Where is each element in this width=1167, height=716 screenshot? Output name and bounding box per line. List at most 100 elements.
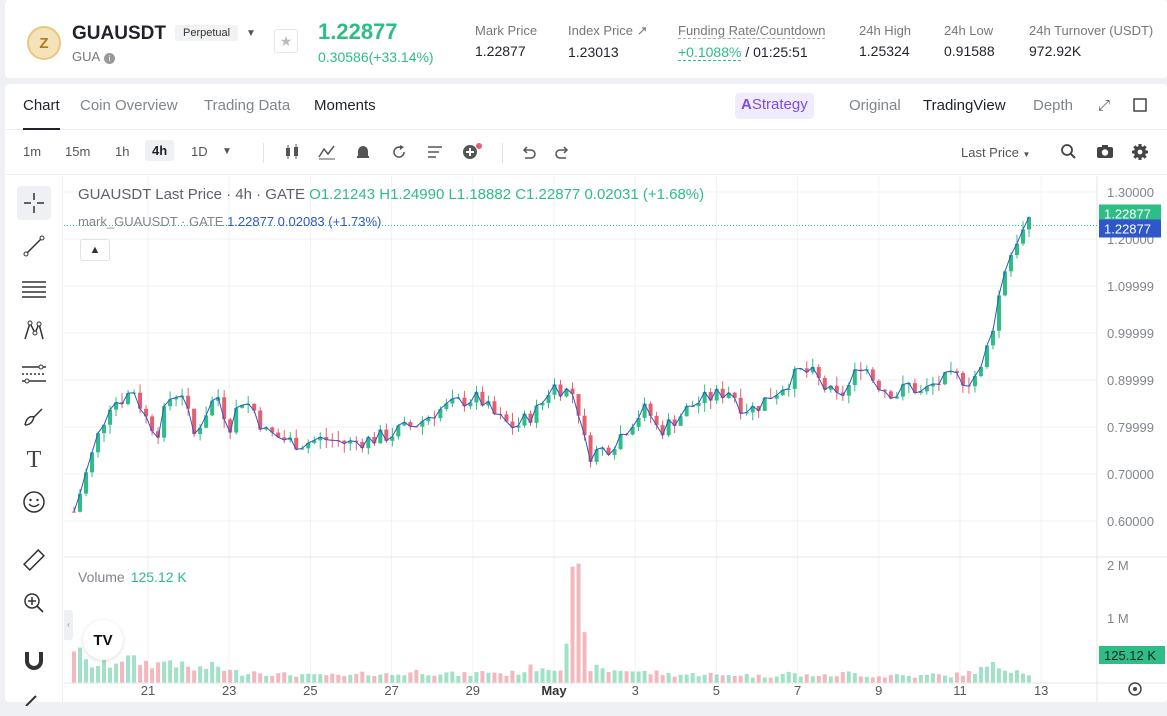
- stat-index-price[interactable]: Index Price ↗ 1.23013: [568, 23, 648, 60]
- zoom-in-icon[interactable]: [17, 586, 51, 620]
- candle-body: [312, 440, 317, 443]
- timeframe-4h[interactable]: 4h: [145, 140, 175, 161]
- timeframe-15m[interactable]: 15m: [65, 144, 91, 159]
- brush-icon[interactable]: [17, 400, 51, 434]
- timeframe-1m[interactable]: 1m: [23, 144, 42, 159]
- candle-body: [582, 415, 587, 436]
- expand-icon[interactable]: ⤢: [1097, 97, 1110, 114]
- candle-body: [960, 373, 965, 386]
- ruler-icon[interactable]: [17, 543, 51, 577]
- favorite-star-icon[interactable]: ★: [274, 29, 298, 53]
- text-tool-icon[interactable]: T: [26, 446, 42, 473]
- volume-bar: [738, 675, 743, 683]
- horizontal-lines-icon[interactable]: [17, 272, 51, 306]
- candle-body: [204, 415, 209, 428]
- volume-bar: [582, 632, 587, 683]
- volume-legend: Volume 125.12 K: [78, 569, 187, 585]
- stat-label[interactable]: Funding Rate/Countdown: [678, 23, 826, 39]
- candle-body: [630, 426, 635, 435]
- volume-bar: [72, 651, 76, 683]
- candle-body: [930, 383, 935, 387]
- tab-chart[interactable]: Chart: [13, 97, 70, 130]
- volume-bar: [972, 674, 977, 683]
- volume-bar: [828, 676, 833, 683]
- search-icon[interactable]: [1059, 142, 1079, 162]
- candle-body: [228, 419, 233, 433]
- volume-bar: [798, 676, 803, 683]
- volume-bar: [930, 673, 935, 683]
- volume-bar: [282, 672, 287, 683]
- volume-bar: [108, 667, 113, 683]
- contract-type-badge: Perpetual: [175, 25, 239, 41]
- crosshair-icon[interactable]: [17, 186, 51, 220]
- last-price-tag-label: 1.22877: [1104, 206, 1151, 221]
- strategy-button[interactable]: AStrategy: [735, 93, 814, 119]
- volume-bar: [726, 675, 731, 683]
- candle-body: [948, 371, 953, 373]
- volume-bar: [954, 672, 959, 683]
- tab-trading-data[interactable]: Trading Data: [204, 97, 291, 114]
- tab-depth[interactable]: Depth: [1033, 97, 1074, 114]
- tab-coin-overview[interactable]: Coin Overview: [80, 97, 178, 114]
- price-chart[interactable]: 1.30000 1.20000 1.09999 0.99999 0.89999 0.799…: [64, 176, 1167, 702]
- undo-icon[interactable]: [518, 142, 538, 162]
- collapse-legend-button[interactable]: ▲: [80, 239, 110, 261]
- alert-icon[interactable]: [353, 142, 373, 162]
- x-tick-label: 21: [141, 683, 155, 698]
- candle-body: [816, 367, 821, 378]
- funding-rate-value: +0.1088%: [678, 44, 742, 61]
- tab-moments[interactable]: Moments: [314, 97, 376, 114]
- redo-icon[interactable]: [553, 142, 573, 162]
- volume-bar: [336, 674, 341, 683]
- emoji-icon[interactable]: [17, 485, 51, 519]
- volume-bar: [714, 674, 719, 683]
- window-icon[interactable]: [1131, 97, 1149, 115]
- volume-bar: [528, 664, 533, 683]
- timeframe-1d[interactable]: 1D: [191, 144, 208, 159]
- candle-body: [78, 493, 83, 512]
- settings-gear-icon[interactable]: [1130, 142, 1150, 162]
- tab-original[interactable]: Original: [849, 97, 901, 114]
- timeframe-dropdown-icon[interactable]: ▼: [222, 146, 232, 157]
- candle-type-icon[interactable]: [282, 142, 302, 162]
- pencil-icon[interactable]: [17, 682, 51, 716]
- pattern-icon[interactable]: [17, 314, 51, 348]
- price-type-select[interactable]: Last Price ▼: [961, 145, 1030, 160]
- candle-body: [510, 421, 515, 428]
- candlestick-chart-svg[interactable]: 1.300001.200001.099990.999990.899990.799…: [64, 176, 1167, 702]
- add-indicator-icon[interactable]: [461, 142, 482, 162]
- tab-tradingview[interactable]: TradingView: [923, 97, 1006, 114]
- symbol-title[interactable]: GUAUSDT: [72, 23, 166, 44]
- x-tick-label: 7: [794, 683, 801, 698]
- candle-body: [924, 386, 929, 392]
- candle-body: [876, 380, 881, 390]
- camera-icon[interactable]: [1095, 142, 1115, 162]
- volume-bar: [390, 675, 395, 683]
- info-icon[interactable]: i: [104, 53, 116, 64]
- legend-close: C1.22877: [515, 186, 581, 203]
- timeframe-1h[interactable]: 1h: [115, 144, 130, 159]
- mark-price-tag: [1099, 219, 1161, 238]
- volume-bar: [936, 674, 941, 683]
- candle-body: [156, 431, 161, 438]
- symbol-dropdown-icon[interactable]: ▼: [246, 28, 256, 39]
- stat-funding-rate: Funding Rate/Countdown +0.1088% / 01:25:…: [678, 23, 826, 61]
- fib-retracement-icon[interactable]: [17, 357, 51, 391]
- volume-bar: [1014, 670, 1019, 683]
- volume-bar: [216, 666, 221, 683]
- indicators-icon[interactable]: [317, 142, 337, 162]
- tradingview-logo-icon[interactable]: TV: [83, 620, 123, 660]
- volume-bar: [570, 566, 575, 683]
- candle-body: [594, 449, 599, 462]
- stat-label[interactable]: Index Price ↗: [568, 23, 648, 38]
- collapse-sidebar-handle[interactable]: ‹: [64, 610, 73, 640]
- candle-body: [762, 397, 767, 411]
- replay-icon[interactable]: [389, 142, 409, 162]
- candle-body: [786, 388, 791, 390]
- magnet-icon[interactable]: [17, 643, 51, 677]
- volume-bar: [432, 675, 437, 683]
- candle-body: [912, 383, 917, 393]
- template-icon[interactable]: [425, 142, 445, 162]
- trend-line-icon[interactable]: [17, 229, 51, 263]
- toolbar-divider: [263, 143, 264, 163]
